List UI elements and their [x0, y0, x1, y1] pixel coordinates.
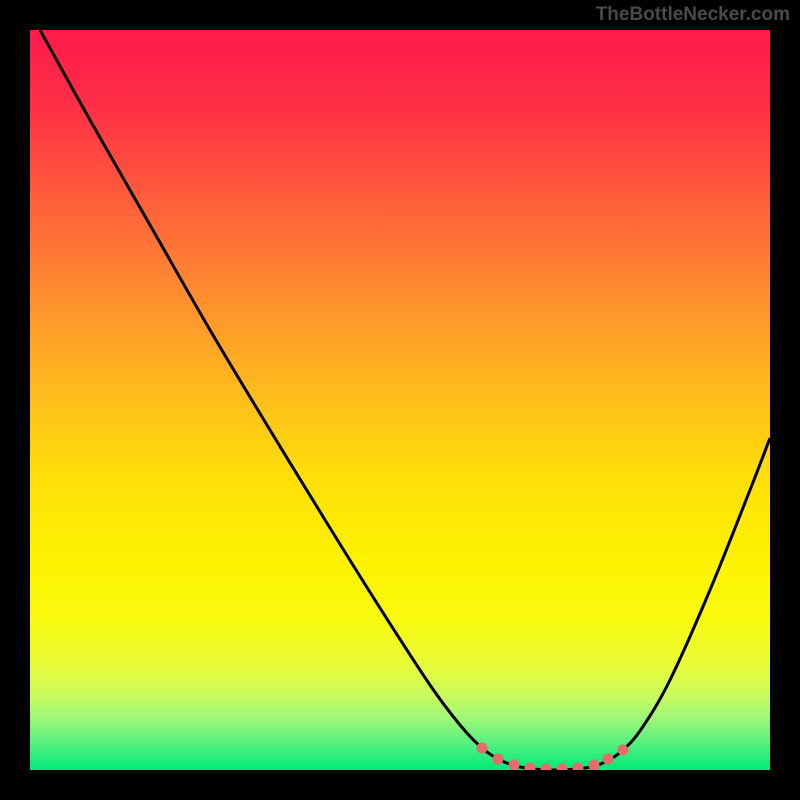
optimal-marker-dot	[557, 764, 568, 771]
optimal-marker-dot	[589, 760, 600, 771]
optimal-marker-dot	[477, 743, 488, 754]
chart-container: TheBottleNecker.com	[0, 0, 800, 800]
optimal-zone-markers	[477, 743, 629, 771]
optimal-marker-dot	[603, 754, 614, 765]
optimal-marker-dot	[493, 754, 504, 765]
attribution-text: TheBottleNecker.com	[596, 4, 790, 26]
optimal-marker-dot	[541, 764, 552, 771]
optimal-marker-dot	[573, 763, 584, 771]
optimal-marker-dot	[525, 763, 536, 771]
optimal-marker-dot	[618, 745, 629, 756]
plot-area	[30, 30, 770, 770]
curve-overlay	[30, 30, 770, 770]
bottleneck-curve	[40, 30, 770, 770]
optimal-marker-dot	[509, 760, 520, 771]
